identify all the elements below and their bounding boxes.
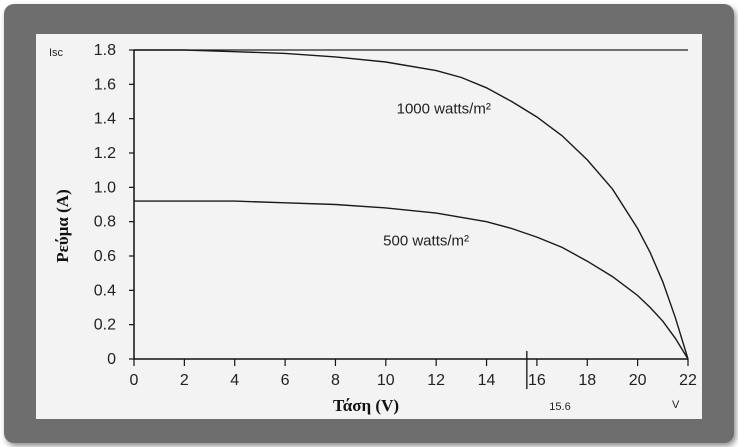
y-tick-label: 1.4 [94,111,116,128]
series-annotations: 1000 watts/m² 500 watts/m² [383,101,491,250]
y-tick-label: 1.6 [94,76,116,93]
y-tick-label: 1.2 [94,145,116,162]
voc-label: V [672,399,680,411]
series-annotation-1: 500 watts/m² [383,233,469,250]
y-tick-label: 0 [107,351,116,368]
y-tick-labels: 0 0.2 0.4 0.6 0.8 1.0 1.2 1.4 1.6 1.8 [94,42,134,368]
x-tick-label: 6 [281,372,290,389]
y-tick-label: 1.0 [94,179,116,196]
chart-paper: 0 0.2 0.4 0.6 0.8 1.0 1.2 1.4 1.6 1.8 0 2 4 6 8 10 12 14… [36,34,702,419]
extra-tick-label: 15.6 [549,401,570,413]
isc-label: Isc [49,47,64,59]
y-tick-label: 0.2 [94,317,116,334]
y-axis-label: Ρεύμα (A) [53,189,72,262]
x-tick-label: 12 [427,372,445,389]
x-tick-label: 22 [679,372,697,389]
x-tick-label: 16 [528,372,546,389]
x-axis-label: Τάση (V) [333,396,399,415]
x-tick-label: 18 [578,372,596,389]
x-tick-label: 20 [629,372,647,389]
image-frame: 0 0.2 0.4 0.6 0.8 1.0 1.2 1.4 1.6 1.8 0 2 4 6 8 10 12 14… [4,4,734,443]
series-line-0 [134,49,689,360]
y-tick-label: 0.4 [94,282,116,299]
x-tick-label: 2 [180,372,189,389]
x-tick-label: 14 [478,372,496,389]
x-tick-label: 4 [230,372,239,389]
y-tick-label: 0.8 [94,214,116,231]
iv-curve-chart: 0 0.2 0.4 0.6 0.8 1.0 1.2 1.4 1.6 1.8 0 2 4 6 8 10 12 14… [49,42,697,415]
chart-axes [133,49,688,360]
y-tick-label: 0.6 [94,248,116,265]
x-tick-label: 8 [331,372,340,389]
x-tick-label: 10 [377,372,395,389]
series-lines [134,49,689,360]
x-tick-labels: 0 2 4 6 8 10 12 14 16 18 20 22 [130,351,697,389]
y-tick-label: 1.8 [94,42,116,59]
series-annotation-0: 1000 watts/m² [397,101,491,118]
series-line-1 [134,200,689,360]
x-tick-label: 0 [130,372,139,389]
